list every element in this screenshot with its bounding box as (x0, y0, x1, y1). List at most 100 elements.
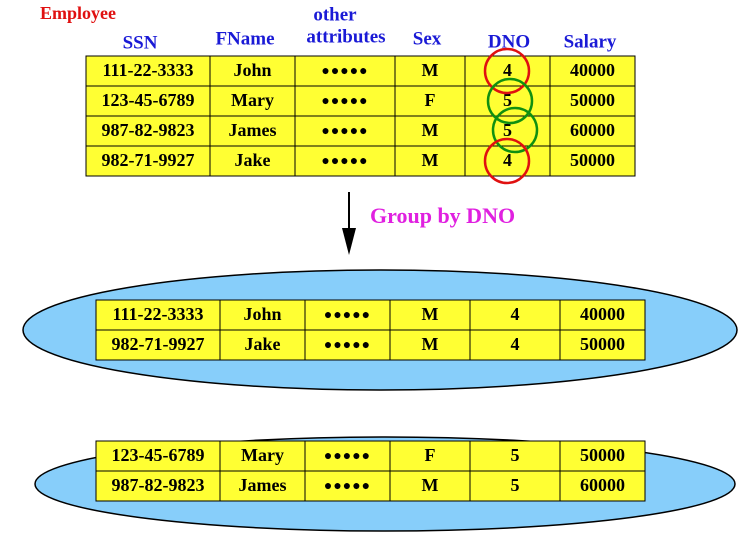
cell-text: M (422, 475, 439, 495)
cell-text: 60000 (570, 120, 615, 140)
cell-text: 123-45-6789 (112, 445, 205, 465)
cell-text: 123-45-6789 (102, 90, 195, 110)
cell-text: 5 (511, 475, 520, 495)
table-cell (85, 85, 211, 117)
cell-text: 50000 (570, 150, 615, 170)
cell-text: Mary (231, 90, 274, 110)
table-cell (559, 329, 646, 361)
table-cell (469, 329, 561, 361)
cell-text: 50000 (580, 445, 625, 465)
cell-text: F (425, 90, 436, 110)
cell-text: 111-22-3333 (102, 60, 193, 80)
cell-text: ●●●●● (321, 124, 368, 139)
cell-text: M (422, 120, 439, 140)
table-cell (95, 329, 221, 361)
table-cell (219, 299, 306, 331)
table-cell (219, 440, 306, 472)
table-cell (389, 329, 471, 361)
cell-text: 4 (503, 150, 512, 170)
table-cell (294, 85, 396, 117)
column-header: Sex (413, 28, 442, 49)
cell-text: 987-82-9823 (112, 475, 205, 495)
table-cell (219, 470, 306, 502)
table-cell (549, 115, 636, 147)
employee-table: 111-22-3333 John ●●●●● M 4 40000 123-45-6789 Ma… (85, 55, 636, 177)
table-cell (95, 440, 221, 472)
table-cell (559, 440, 646, 472)
cell-text: M (422, 334, 439, 354)
table-cell (95, 470, 221, 502)
cell-text: 60000 (580, 475, 625, 495)
column-header: DNO (488, 31, 530, 52)
table-cell (209, 145, 296, 177)
column-header: other (313, 4, 357, 25)
cell-text: 111-22-3333 (112, 304, 203, 324)
cell-text: 5 (503, 120, 512, 140)
cell-text: 40000 (580, 304, 625, 324)
cell-text: M (422, 150, 439, 170)
table-cell (559, 470, 646, 502)
table-cell (394, 145, 466, 177)
column-header: attributes (306, 26, 385, 47)
table-cell (559, 299, 646, 331)
table-cell (549, 85, 636, 117)
cell-text: ●●●●● (321, 64, 368, 79)
cell-text: 4 (503, 60, 512, 80)
cell-text: F (425, 445, 436, 465)
table-cell (219, 329, 306, 361)
cell-text: ●●●●● (321, 94, 368, 109)
cell-text: ●●●●● (324, 449, 371, 464)
dno-highlights (483, 47, 539, 185)
cell-text: John (233, 60, 271, 80)
cell-text: 40000 (570, 60, 615, 80)
cell-text: 982-71-9927 (102, 150, 195, 170)
cell-text: ●●●●● (324, 308, 371, 323)
cell-text: ●●●●● (324, 479, 371, 494)
highlight-circle (483, 47, 531, 95)
cell-text: John (243, 304, 281, 324)
cell-text: James (239, 475, 287, 495)
table-cell (389, 470, 471, 502)
column-header: SSN (123, 32, 158, 53)
cell-text: Jake (235, 150, 271, 170)
table-cell (549, 55, 636, 87)
table-cell (209, 85, 296, 117)
cell-text: 987-82-9823 (102, 120, 195, 140)
table-cell (464, 85, 551, 117)
cell-text: James (229, 120, 277, 140)
arrow-label: Group by DNO (370, 203, 515, 228)
cell-text: Mary (241, 445, 284, 465)
cell-text: M (422, 60, 439, 80)
cell-text: 50000 (570, 90, 615, 110)
table-title: Employee (40, 3, 116, 23)
cell-text: ●●●●● (324, 338, 371, 353)
group-table: 123-45-6789 Mary ●●●●● F 5 50000 987-82-9823 Ja… (95, 440, 646, 502)
cell-text: 5 (511, 445, 520, 465)
table-cell (294, 115, 396, 147)
cell-text: 982-71-9927 (112, 334, 205, 354)
table-cell (85, 145, 211, 177)
cell-text: M (422, 304, 439, 324)
table-cell (209, 115, 296, 147)
cell-text: ●●●●● (321, 154, 368, 169)
cell-text: 4 (511, 334, 520, 354)
table-cell (464, 55, 551, 87)
cell-text: Jake (245, 334, 281, 354)
highlight-circle (483, 137, 531, 185)
table-cell (294, 145, 396, 177)
table-cell (549, 145, 636, 177)
highlight-circle (486, 77, 534, 125)
table-cell (394, 115, 466, 147)
highlight-circle (491, 106, 539, 154)
group-table: 111-22-3333 John ●●●●● M 4 40000 982-71-9927 Ja… (95, 299, 646, 361)
cell-text: 4 (511, 304, 520, 324)
cell-text: 50000 (580, 334, 625, 354)
table-cell (389, 440, 471, 472)
arrow-head (342, 228, 356, 255)
cell-text: 5 (503, 90, 512, 110)
table-cell (469, 299, 561, 331)
column-header: FName (215, 28, 274, 49)
table-cell (95, 299, 221, 331)
table-cell (469, 440, 561, 472)
